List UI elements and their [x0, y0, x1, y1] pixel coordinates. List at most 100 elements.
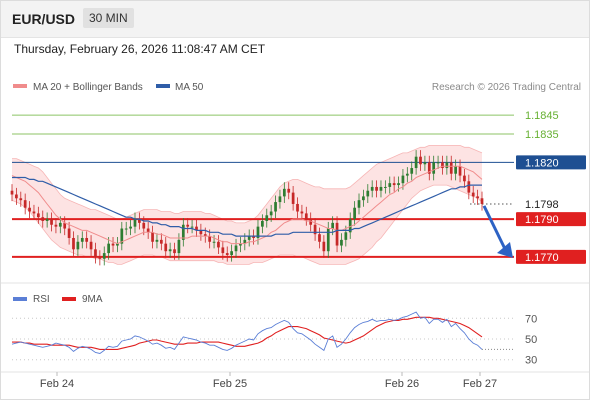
rsi-tick-label: 70 [525, 313, 537, 325]
candle [146, 228, 150, 233]
candle [19, 198, 23, 201]
candle [142, 222, 146, 229]
candle [247, 236, 251, 240]
timeframe-badge[interactable]: 30 MIN [83, 8, 134, 28]
candle [41, 217, 45, 221]
candle [313, 224, 317, 235]
candle [124, 228, 128, 230]
candle [401, 175, 405, 184]
candle [265, 215, 269, 221]
candle [80, 237, 84, 242]
candle [353, 207, 356, 220]
candle [463, 175, 466, 182]
candle [392, 183, 396, 186]
pivot-label-bg [516, 155, 586, 170]
projection-arrow-head [497, 241, 513, 258]
candle [23, 200, 27, 208]
candle [58, 222, 62, 227]
candle [322, 241, 326, 252]
candle [63, 222, 67, 229]
bollinger-upper-line [12, 145, 483, 224]
candle [133, 219, 137, 227]
candle [261, 220, 264, 227]
legend-label-ma50: MA 50 [175, 82, 204, 93]
candle [445, 162, 449, 169]
candle [173, 249, 176, 254]
candle [76, 241, 80, 250]
candle [50, 219, 53, 225]
rsi-ma-line [12, 316, 483, 350]
candle [357, 200, 361, 208]
candle [419, 156, 422, 165]
candle [282, 188, 286, 197]
header-bar: EUR/USD 30 MIN [1, 1, 589, 38]
candle [45, 219, 49, 221]
candle [186, 224, 190, 227]
candle [476, 196, 479, 199]
candle [217, 241, 220, 248]
candle [384, 186, 387, 188]
rsi-line [11, 311, 483, 354]
candle [388, 183, 392, 187]
candle [32, 211, 36, 214]
candle [274, 202, 277, 212]
candle [234, 245, 238, 252]
legend-label-9ma: 9MA [82, 294, 103, 305]
legend-label-ma20: MA 20 + Bollinger Bands [33, 82, 143, 93]
candle [239, 243, 242, 246]
resistance-label: 1.1835 [525, 129, 559, 141]
candle [164, 243, 168, 252]
candle [102, 253, 106, 259]
candle [85, 237, 89, 242]
candle [480, 198, 484, 204]
candle [344, 232, 348, 240]
candle [199, 230, 203, 235]
candle [375, 186, 378, 191]
candle [190, 226, 194, 228]
candle [309, 219, 313, 225]
candle [348, 219, 352, 233]
legend-label-rsi: RSI [33, 294, 50, 305]
candle [269, 211, 273, 216]
rsi-tick-label: 50 [525, 334, 537, 346]
candle [54, 224, 58, 227]
candle [366, 190, 370, 197]
legend-swatch-9ma [62, 297, 76, 301]
candle [405, 173, 409, 176]
credit-text: Research © 2026 Trading Central [432, 82, 581, 93]
legend-swatch-rsi [13, 297, 27, 301]
candle [335, 222, 339, 246]
last-price-label: 1.1798 [525, 199, 559, 211]
ma50-line [12, 176, 482, 237]
candle [397, 183, 400, 186]
candle [370, 186, 374, 191]
candle [296, 203, 299, 212]
candle [94, 249, 97, 257]
candle [15, 194, 18, 199]
candle [467, 181, 471, 193]
timestamp: Thursday, February 26, 2026 11:08:47 AM … [14, 42, 266, 56]
candle [129, 226, 132, 229]
candle [458, 166, 462, 176]
candle [278, 196, 282, 203]
candle [89, 241, 93, 250]
projection-arrow-shaft [482, 205, 507, 250]
candle [107, 243, 110, 254]
candle [379, 186, 383, 191]
candle [414, 156, 418, 169]
candle [410, 168, 414, 174]
candle [243, 239, 247, 244]
candle [67, 228, 71, 238]
rsi-tick-label: 30 [525, 355, 537, 367]
candle [287, 188, 291, 193]
support-label: 1.1770 [525, 252, 559, 264]
candle [340, 239, 343, 246]
x-tick-label: Feb 25 [213, 378, 247, 390]
candle [138, 219, 141, 223]
candle [208, 236, 212, 242]
candle [304, 213, 308, 220]
candle [151, 232, 154, 242]
symbol-label: EUR/USD [12, 11, 76, 27]
